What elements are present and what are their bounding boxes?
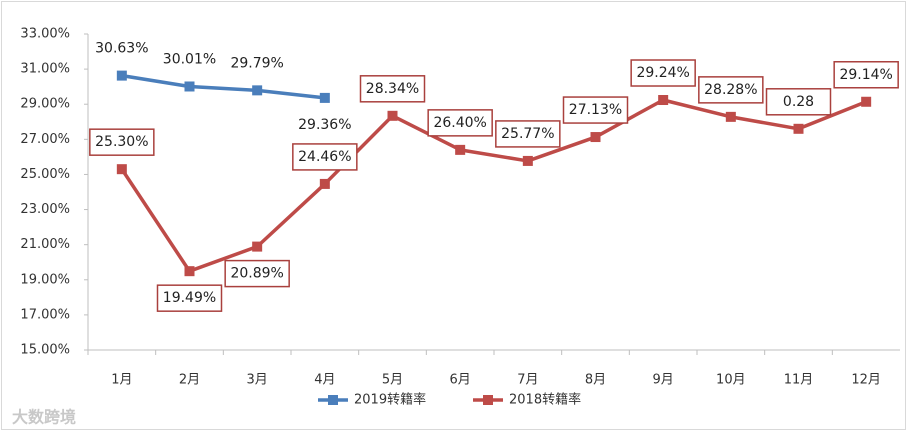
data-label: 29.36% (298, 117, 351, 133)
data-label: 24.46% (298, 149, 351, 165)
y-tick-label: 31.00% (20, 62, 70, 77)
x-tick-label: 8月 (585, 373, 606, 388)
data-label: 0.28 (783, 94, 814, 110)
y-tick-label: 27.00% (20, 132, 70, 147)
legend-marker (328, 395, 338, 405)
legend-marker (483, 395, 493, 405)
data-point (522, 155, 533, 166)
label-box (156, 284, 223, 312)
x-tick-label: 4月 (314, 373, 335, 388)
data-point (319, 92, 330, 103)
data-point (319, 178, 330, 189)
y-tick-label: 17.00% (20, 307, 70, 322)
label-box (765, 88, 832, 116)
x-tick-label: 5月 (382, 373, 403, 388)
x-tick-label: 9月 (653, 373, 674, 388)
y-tick-label: 33.00% (20, 27, 70, 42)
label-box (833, 61, 899, 89)
label-box (427, 109, 493, 137)
x-tick-label: 6月 (450, 373, 471, 388)
data-point (590, 132, 601, 143)
data-point (861, 96, 872, 107)
data-label: 19.49% (163, 290, 216, 306)
data-label: 29.14% (839, 67, 892, 83)
chart-border (1, 1, 906, 430)
data-label: 26.40% (433, 115, 486, 131)
data-label: 28.28% (704, 82, 757, 98)
y-tick-label: 21.00% (20, 237, 70, 252)
data-label: 30.63% (95, 41, 148, 57)
y-tick-label: 25.00% (20, 167, 70, 182)
label-box (224, 259, 290, 288)
y-tick-label: 15.00% (20, 343, 70, 358)
label-box (630, 59, 696, 87)
label-box (698, 76, 764, 104)
series-line (121, 73, 326, 100)
y-tick-label: 19.00% (20, 272, 70, 287)
label-box (562, 96, 629, 124)
data-point (116, 164, 127, 175)
x-tick-label: 10月 (716, 373, 746, 388)
data-point (725, 111, 736, 122)
x-tick-label: 1月 (111, 373, 132, 388)
data-point (252, 241, 263, 252)
data-point (793, 123, 804, 134)
data-point (387, 110, 398, 121)
data-point (455, 144, 466, 155)
data-label: 20.89% (230, 266, 283, 282)
x-tick-label: 12月 (851, 373, 881, 388)
data-label: 25.77% (501, 126, 554, 142)
x-tick-label: 2月 (179, 373, 200, 388)
label-box (292, 143, 358, 171)
label-box (89, 128, 155, 156)
y-tick-label: 29.00% (20, 97, 70, 112)
data-label: 25.30% (95, 134, 148, 150)
legend-label: 2018转籍率 (509, 392, 581, 408)
label-box (495, 120, 561, 148)
data-point (658, 95, 669, 106)
data-label: 29.24% (636, 65, 689, 81)
legend-label: 2019转籍率 (354, 392, 426, 408)
data-label: 30.01% (163, 51, 216, 67)
series-line (120, 98, 867, 273)
data-label: 29.79% (230, 55, 283, 71)
x-tick-label: 11月 (784, 373, 814, 388)
data-label: 27.13% (569, 102, 622, 118)
data-point (116, 70, 127, 81)
data-point (184, 266, 195, 277)
label-box (359, 75, 426, 103)
y-tick-label: 23.00% (20, 202, 70, 217)
x-tick-label: 7月 (517, 373, 538, 388)
data-point (184, 81, 195, 92)
watermark: 大数跨境 (12, 408, 76, 427)
data-label: 28.34% (366, 81, 419, 97)
data-point (252, 85, 263, 96)
x-tick-label: 3月 (247, 373, 268, 388)
